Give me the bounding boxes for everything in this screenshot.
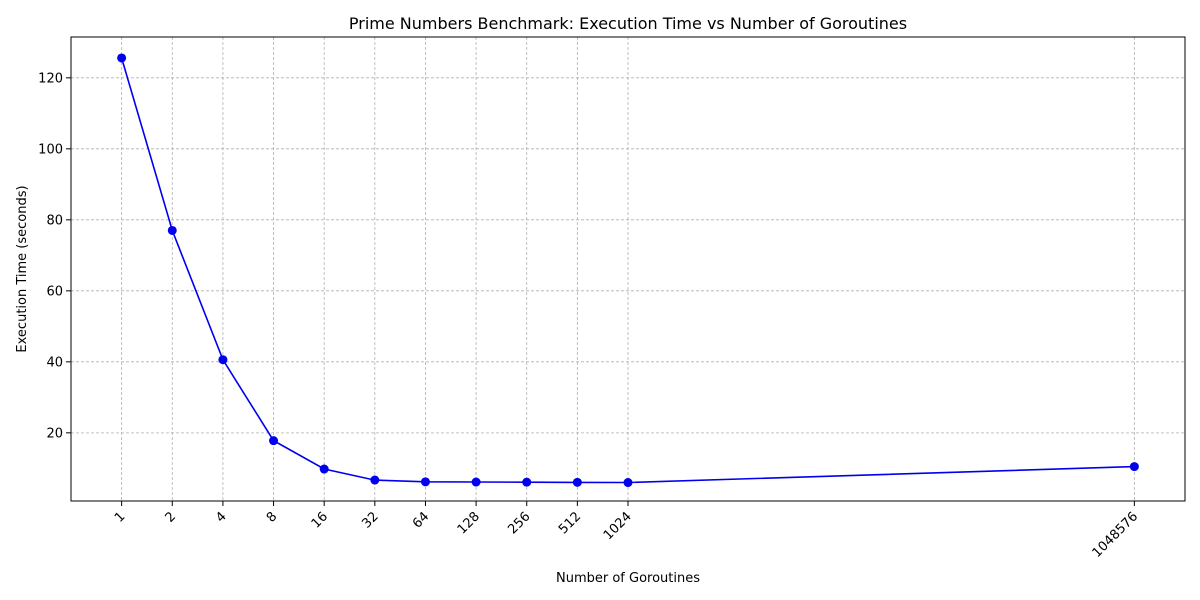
y-axis-label: Execution Time (seconds) bbox=[15, 185, 30, 352]
plot-frame bbox=[70, 36, 1186, 502]
x-tick-label: 4 bbox=[213, 509, 229, 525]
x-tick-label: 1048576 bbox=[1090, 509, 1142, 561]
grid-lines bbox=[71, 37, 1185, 501]
x-axis-ticks: 1 2 4 8 16 32 64 128 256 512 1024 1048576 bbox=[112, 501, 1141, 561]
x-axis-label: Number of Goroutines bbox=[556, 571, 700, 586]
chart-title: Prime Numbers Benchmark: Execution Time … bbox=[349, 14, 907, 33]
x-tick-label: 8 bbox=[264, 509, 280, 525]
x-tick-label: 16 bbox=[309, 509, 331, 531]
data-point bbox=[522, 477, 532, 487]
x-tick-label: 2 bbox=[163, 509, 179, 525]
series-layer bbox=[117, 53, 1139, 488]
y-tick-label: 100 bbox=[38, 142, 63, 157]
y-axis-ticks: 20 40 60 80 100 120 bbox=[38, 71, 71, 441]
data-point bbox=[167, 225, 177, 235]
data-point bbox=[420, 477, 430, 487]
data-point bbox=[269, 436, 279, 446]
y-tick-label: 120 bbox=[38, 71, 63, 86]
x-tick-label: 64 bbox=[410, 509, 432, 531]
x-tick-label: 512 bbox=[556, 509, 584, 537]
x-tick-label: 1024 bbox=[601, 509, 635, 543]
data-point bbox=[1129, 462, 1139, 472]
data-point bbox=[471, 477, 481, 487]
data-point bbox=[319, 464, 329, 474]
x-tick-label: 128 bbox=[455, 509, 483, 537]
y-tick-label: 40 bbox=[46, 355, 63, 370]
x-tick-label: 256 bbox=[505, 509, 533, 537]
y-tick-label: 80 bbox=[46, 213, 63, 228]
y-tick-label: 20 bbox=[46, 426, 63, 441]
x-tick-label: 32 bbox=[359, 509, 381, 531]
y-tick-label: 60 bbox=[46, 284, 63, 299]
series-line bbox=[120, 57, 1135, 484]
data-point bbox=[218, 355, 228, 365]
data-point bbox=[117, 53, 127, 63]
data-point bbox=[370, 475, 380, 485]
data-point bbox=[623, 478, 633, 488]
x-tick-label: 1 bbox=[112, 509, 128, 525]
data-point bbox=[572, 477, 582, 487]
